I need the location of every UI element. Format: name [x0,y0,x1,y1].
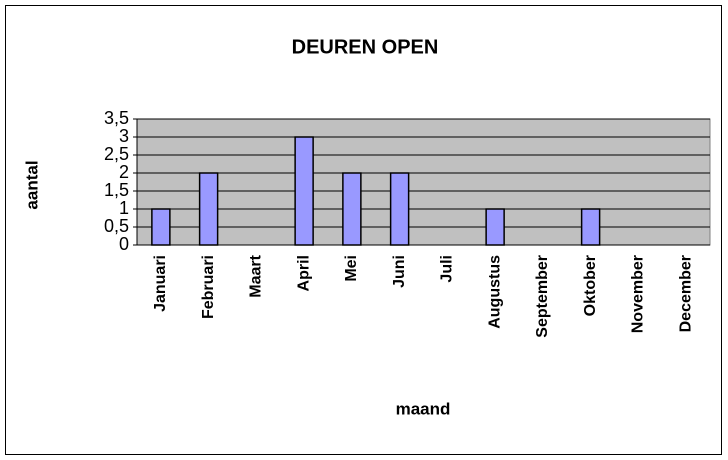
bar [580,208,601,246]
y-tick-label: 0,5 [104,216,129,236]
y-tick-label: 3 [119,126,129,146]
bar [342,172,362,246]
x-tick-label: Maart [248,254,265,297]
bar [485,208,505,246]
x-tick-label: Mei [343,255,360,282]
plot-area [136,118,711,246]
x-tick-label: September [534,255,551,338]
x-tick-label: Juni [391,255,408,288]
x-tick-label: Juli [439,255,456,283]
y-tick-label: 3,5 [104,108,129,128]
y-tick-label: 2,5 [104,144,129,164]
y-tick-label: 2 [119,162,129,182]
bar [389,172,410,246]
x-tick-label: Januari [152,255,169,312]
x-tick-label: November [630,255,647,333]
bar [151,208,171,246]
x-tick-label: Februari [200,255,217,319]
x-tick-label: Augustus [486,255,503,329]
y-tick-label: 0 [119,234,129,254]
bar [198,172,219,246]
x-tick-label: Oktober [582,255,599,316]
chart-title: DEUREN OPEN [292,36,439,58]
y-axis-label: aantal [22,160,41,209]
x-axis-label: maand [396,399,451,418]
y-tick-label: 1,5 [104,180,129,200]
bar [294,136,314,246]
x-tick-label: December [677,255,694,332]
y-tick-label: 1 [119,198,129,218]
x-tick-label: April [295,255,312,291]
